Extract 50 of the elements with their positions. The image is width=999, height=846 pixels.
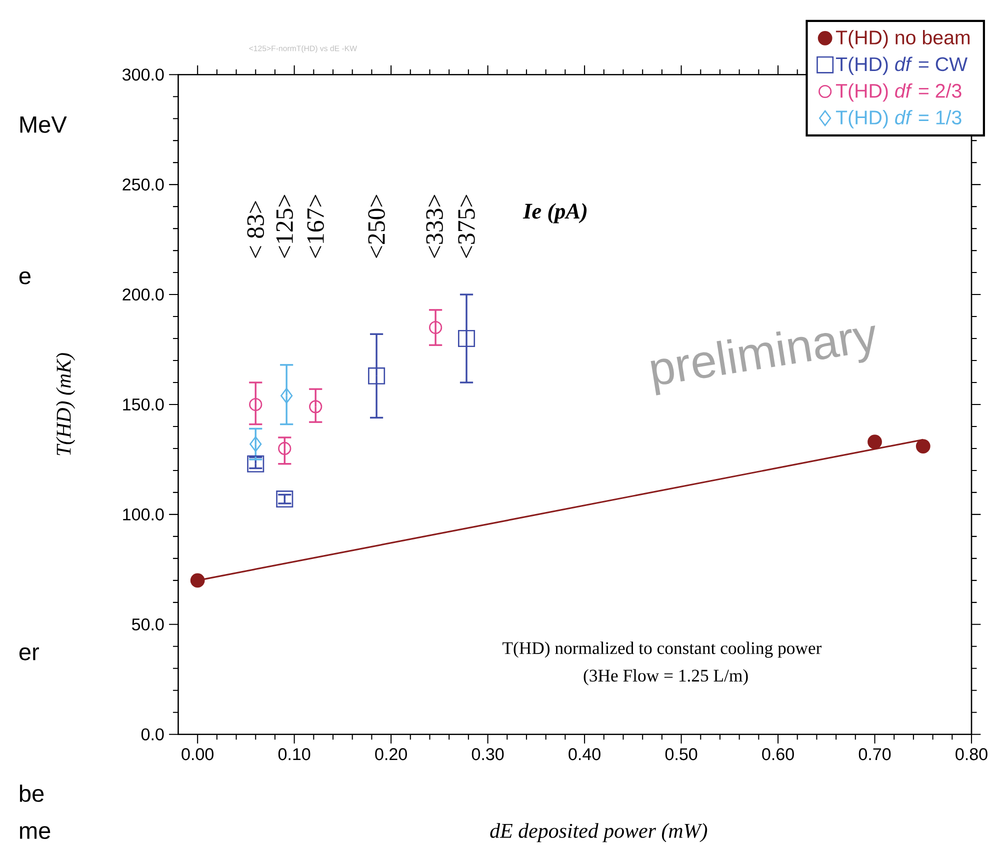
annotation: T(HD) normalized to constant cooling power [502, 642, 822, 658]
point [868, 434, 882, 449]
x-tick-label: 0.00 [182, 748, 214, 760]
y-axis-title: T(HD) (mK) [56, 352, 76, 456]
point [278, 442, 292, 455]
point [280, 388, 293, 404]
point [250, 436, 262, 452]
annotation: <167> [307, 194, 324, 258]
legend-label: T(HD) df = 1/3 [836, 110, 962, 128]
annotation: (3He Flow = 1.25 L/m) [584, 669, 748, 686]
y-tick-label: 200.0 [122, 288, 164, 300]
point [309, 400, 322, 414]
point [916, 438, 930, 454]
x-tick-label: 0.80 [956, 748, 988, 760]
x-tick-label: 0.60 [762, 748, 794, 760]
annotation: preliminary [650, 325, 876, 396]
x-tick-label: 0.20 [375, 748, 407, 760]
x-axis-title: dE deposited power (mW) [490, 823, 708, 842]
point [247, 455, 264, 472]
y-tick-label: 0.0 [141, 728, 164, 740]
text: MeV [20, 116, 67, 133]
y-tick-label: 250.0 [122, 178, 164, 190]
annotation: < 83> [247, 200, 264, 258]
x-tick-label: 0.10 [278, 748, 310, 760]
y-tick-label: 100.0 [123, 508, 164, 520]
text: er [19, 647, 40, 660]
point [458, 330, 476, 347]
point [368, 367, 386, 384]
x-tick-label: 0.40 [568, 748, 600, 760]
text: e [19, 271, 30, 284]
legend-label: T(HD) df = 2/3 [836, 83, 962, 102]
y-tick-label: 50.0 [132, 618, 164, 630]
point [429, 320, 442, 334]
legend-label: T(HD) no beam [836, 30, 970, 48]
legend-label: T(HD) df = CW [836, 56, 968, 75]
annotation: Ie (pA) [522, 202, 587, 224]
x-tick-label: 0.50 [665, 748, 698, 760]
annotation: <125> [276, 194, 293, 258]
annotation: <375> [458, 194, 475, 258]
y-tick-label: 150.0 [123, 398, 164, 410]
point [249, 398, 262, 411]
annotation: <333> [426, 194, 443, 258]
point [276, 490, 294, 508]
text: me [20, 826, 50, 839]
text: be [20, 784, 44, 802]
y-tick-label: 300.0 [122, 68, 164, 80]
x-tick-label: 0.30 [472, 748, 504, 760]
annotation: <250> [368, 194, 385, 258]
point [190, 573, 205, 588]
x-tick-label: 0.70 [858, 748, 891, 760]
